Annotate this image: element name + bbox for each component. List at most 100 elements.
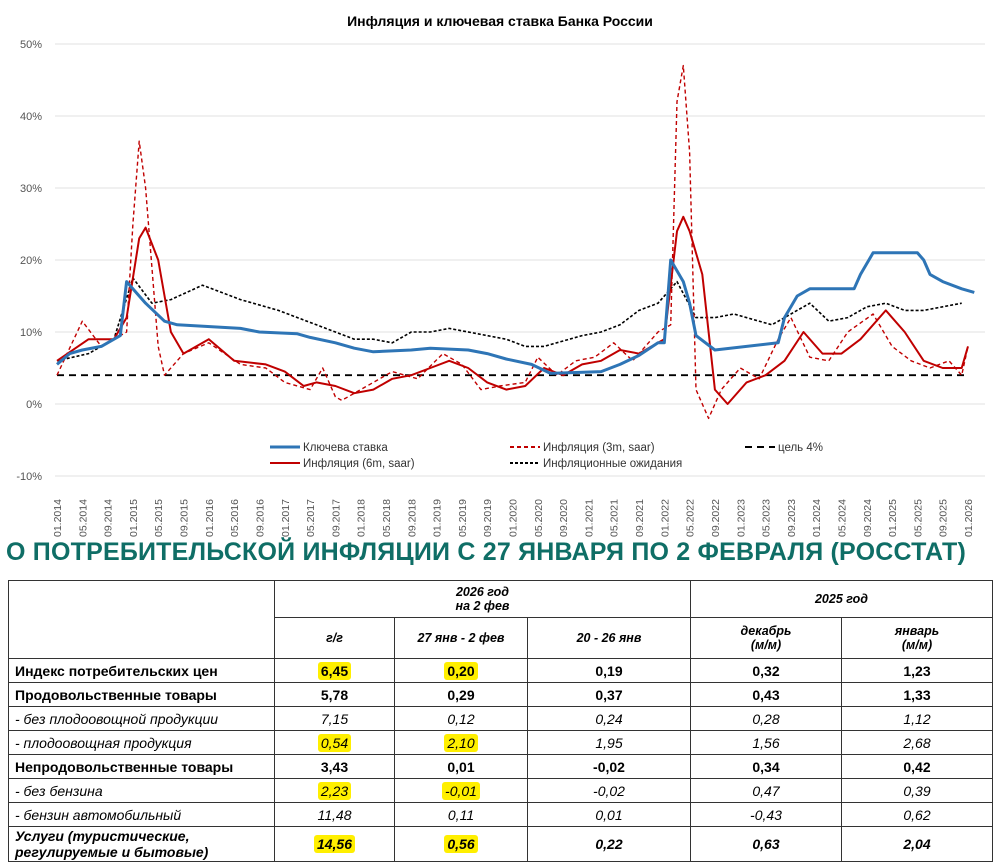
cell-value: 1,95 [527,730,691,755]
highlighted-value: 2,23 [317,781,352,800]
value: 0,01 [595,806,623,823]
cell-value: 0,22 [527,826,691,862]
table-row: Непродовольственные товары 3,43 0,01 -0,02 0… [8,754,993,779]
value: 0,24 [595,710,623,727]
column-header: 27 янв - 2 фев [394,617,528,659]
x-tick-label: 05.2014 [77,499,89,537]
value: 0,12 [447,710,475,727]
highlighted-value: 0,20 [444,661,478,680]
value: 0,29 [447,686,475,703]
highlighted-value: 2,10 [444,733,478,752]
cell-value: 0,63 [690,826,842,862]
highlighted-value: 6,45 [317,661,352,680]
y-tick-label: 20% [20,255,42,267]
highlighted-value: -0,01 [442,781,480,800]
value: -0,02 [593,782,625,799]
value: 0,37 [595,686,623,703]
value: 1,33 [903,686,931,703]
cell-value: 1,23 [841,658,993,683]
x-tick-label: 01.2019 [432,499,444,537]
x-tick-label: 05.2016 [229,499,241,537]
cell-value: 2,04 [841,826,993,862]
x-tick-label: 09.2019 [482,499,494,537]
value: 11,48 [317,806,352,823]
row-label: Продовольственные товары [8,682,275,707]
x-tick-label: 09.2022 [710,499,722,537]
value: 0,63 [752,836,780,852]
cell-value: 0,28 [690,706,842,731]
legend-label: Инфляция (6m, saar) [303,458,415,470]
cell-value: 0,11 [394,802,528,827]
y-tick-label: 50% [20,39,42,51]
x-tick-label: 01.2018 [356,499,368,537]
x-tick-label: 01.2021 [583,499,595,537]
value: -0,43 [750,806,782,823]
value: 0,01 [447,758,475,775]
x-tick-label: 05.2015 [153,499,165,537]
header-group-2026: 2026 год на 2 фев [274,580,691,618]
cell-value: 0,24 [527,706,691,731]
cell-value: 1,56 [690,730,842,755]
value: 0,42 [903,758,931,775]
x-tick-label: 05.2024 [836,499,848,537]
value: 1,23 [903,662,931,679]
cell-value: 0,01 [394,754,528,779]
inflation-chart: Инфляция и ключевая ставка Банка России … [16,13,985,537]
value: 1,56 [752,734,780,751]
table-row: - без бензина 2,23 -0,01 -0,02 0,47 0,39 [8,778,993,803]
cell-value: 2,23 [274,778,395,803]
value: 5,78 [320,686,349,703]
x-tick-label: 09.2025 [938,499,950,537]
x-tick-label: 09.2015 [179,499,191,537]
value: 0,34 [752,758,780,775]
cell-value: 6,45 [274,658,395,683]
cell-value: 5,78 [274,682,395,707]
x-tick-label: 09.2014 [103,499,115,537]
x-tick-label: 09.2024 [862,499,874,537]
cell-value: -0,43 [690,802,842,827]
value: 2,68 [903,734,931,751]
x-tick-label: 05.2018 [381,499,393,537]
table-row: Индекс потребительских цен 6,45 0,20 0,19 0,… [8,658,993,683]
row-label: - без плодоовощной продукции [8,706,275,731]
cell-value: 14,56 [274,826,395,862]
value: -0,02 [593,758,625,775]
column-header: г/г [274,617,395,659]
value: 0,11 [447,806,475,823]
column-header: 20 - 26 янв [527,617,691,659]
cell-value: 0,12 [394,706,528,731]
value: 0,39 [903,782,931,799]
value: 3,43 [320,758,349,775]
x-tick-label: 01.2014 [52,499,64,537]
cell-value: 0,43 [690,682,842,707]
x-tick-label: 01.2024 [811,499,823,537]
value: 0,62 [903,806,931,823]
table-row: - плодоовощная продукция 0,54 2,10 1,95 1,56… [8,730,993,755]
x-tick-label: 09.2021 [634,499,646,537]
x-tick-label: 05.2020 [533,499,545,537]
cell-value: 0,34 [690,754,842,779]
y-tick-label: 0% [26,399,42,411]
inflation-table: 2026 год на 2 фев 2025 год г/г 27 янв - … [8,580,993,862]
series-line-2 [56,64,969,420]
row-label: Непродовольственные товары [8,754,275,779]
x-tick-label: 05.2019 [457,499,469,537]
cell-value: 0,20 [394,658,528,683]
value: 2,04 [903,836,931,852]
cell-value: 0,56 [394,826,528,862]
legend-label: цель 4% [778,442,823,454]
cell-value: 0,62 [841,802,993,827]
column-header: январь (м/м) [841,617,993,659]
value: 1,95 [595,734,623,751]
value: 0,43 [752,686,780,703]
table-heading: О ПОТРЕБИТЕЛЬСКОЙ ИНФЛЯЦИИ С 27 ЯНВАРЯ П… [6,538,967,566]
series-line-3 [56,277,962,362]
cell-value: 0,42 [841,754,993,779]
x-tick-label: 01.2022 [659,499,671,537]
series-line-1 [56,215,969,405]
cell-value: 3,43 [274,754,395,779]
x-tick-label: 01.2023 [735,499,747,537]
row-label: - без бензина [8,778,275,803]
x-tick-label: 05.2022 [685,499,697,537]
value: 0,47 [752,782,780,799]
